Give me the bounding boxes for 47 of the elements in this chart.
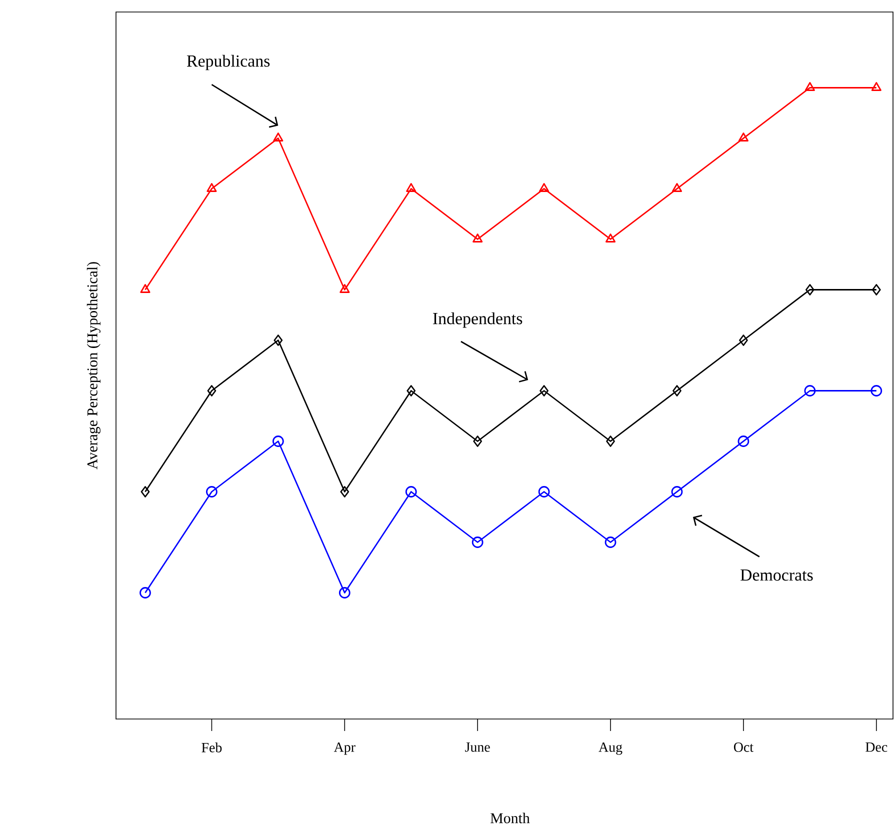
point xyxy=(472,234,483,242)
point xyxy=(538,486,550,498)
point xyxy=(870,385,882,396)
point xyxy=(804,385,816,396)
point xyxy=(340,284,350,293)
point xyxy=(140,284,150,293)
point xyxy=(804,82,815,91)
point xyxy=(272,436,284,447)
x-tick-label: June xyxy=(465,742,490,752)
x-tick-label: Feb xyxy=(202,742,222,752)
point xyxy=(540,385,549,396)
point xyxy=(406,385,416,396)
point xyxy=(140,486,150,498)
point xyxy=(739,334,748,346)
point xyxy=(871,82,882,91)
point xyxy=(671,486,683,498)
point xyxy=(872,284,881,296)
point xyxy=(604,536,616,548)
point xyxy=(805,284,814,296)
text: Republicans xyxy=(186,54,270,70)
point xyxy=(274,334,283,346)
point xyxy=(340,486,350,498)
point xyxy=(738,436,750,447)
point xyxy=(140,587,151,598)
x-tick-label: Apr xyxy=(334,742,356,755)
annotation: Democrats xyxy=(740,569,813,581)
point xyxy=(206,183,217,192)
x-tick-label: Dec xyxy=(866,742,888,752)
point xyxy=(405,486,417,498)
point xyxy=(738,132,748,142)
point xyxy=(338,587,350,598)
point xyxy=(206,486,218,498)
point xyxy=(406,183,416,192)
point xyxy=(273,132,284,142)
x-tick-label: Aug xyxy=(598,742,622,755)
x-tick-label: Oct xyxy=(734,742,754,752)
point xyxy=(539,183,550,192)
point xyxy=(207,385,216,396)
y-axis-title: Average Perception (Hypothetical) xyxy=(86,262,100,470)
point xyxy=(672,183,682,192)
point xyxy=(605,234,616,242)
x-axis-title: Month xyxy=(490,812,530,824)
point xyxy=(672,385,682,396)
point xyxy=(473,436,482,447)
point xyxy=(606,436,615,447)
point xyxy=(472,536,484,548)
annotation: Independents xyxy=(433,312,522,328)
